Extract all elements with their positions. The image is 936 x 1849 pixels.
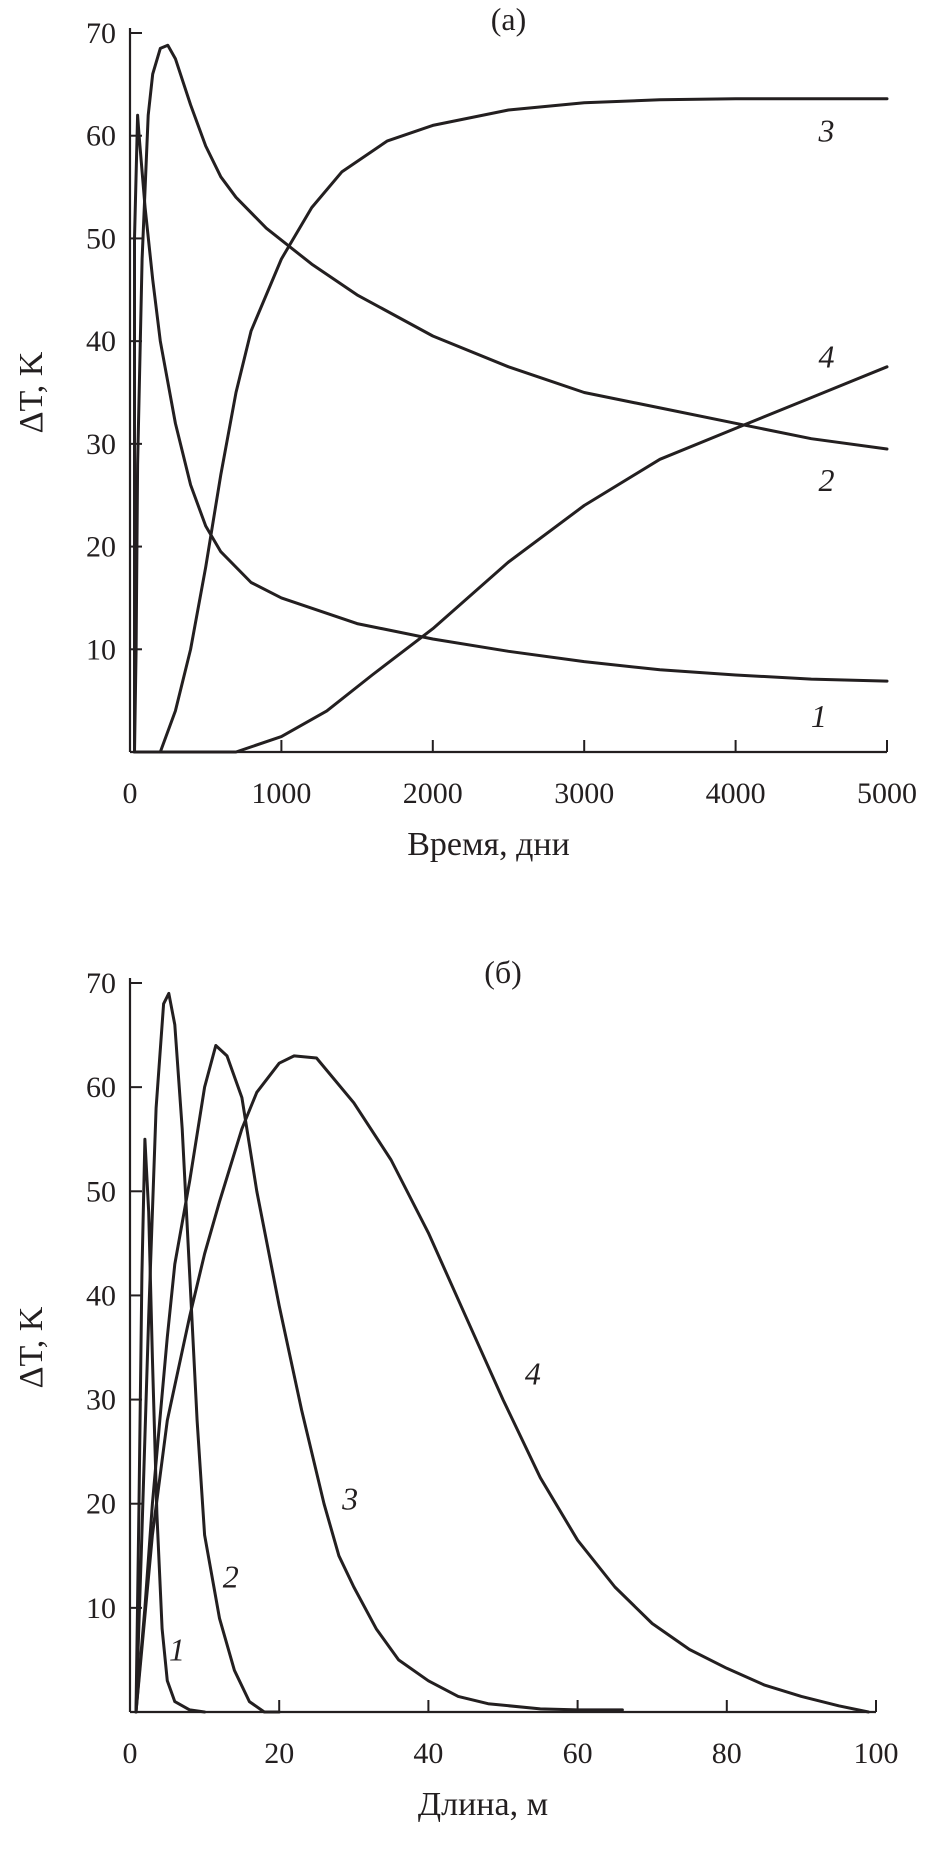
y-tick-label: 70	[86, 967, 116, 1000]
x-tick-label: 20	[264, 1737, 294, 1770]
series-label-2: 2	[223, 1559, 239, 1595]
chart-panel-a: 0 1000 2000 3000 4000 5000 10 20 30 40 50 60 70 (а) Вр…	[13, 1, 917, 863]
y-tick-label: 20	[86, 531, 116, 564]
series-line-1	[134, 1137, 207, 1714]
series-line-2	[133, 43, 889, 754]
y-tick-label: 50	[86, 222, 116, 255]
series-label-3: 3	[341, 1481, 358, 1517]
x-axis-label: Длина, м	[418, 1786, 548, 1823]
y-tick-label: 10	[86, 1592, 116, 1625]
x-tick-label: 3000	[554, 777, 614, 810]
series-line-3	[133, 97, 889, 754]
y-tick-label: 30	[86, 428, 116, 461]
y-tick-label: 60	[86, 1071, 116, 1104]
series-line-1	[133, 113, 889, 754]
x-tick-label: 2000	[403, 777, 463, 810]
x-tick-label: 100	[854, 1737, 899, 1770]
series-label-4: 4	[525, 1356, 541, 1392]
y-tick-label: 40	[86, 1279, 116, 1312]
y-tick-label: 50	[86, 1175, 116, 1208]
y-tick-label: 10	[86, 633, 116, 666]
series-line-2	[134, 991, 281, 1714]
series-label-3: 3	[817, 113, 834, 149]
x-tick-label: 1000	[251, 777, 311, 810]
series-label-4: 4	[818, 339, 834, 375]
x-tick-label: 0	[123, 777, 138, 810]
series-line-4	[134, 1054, 870, 1714]
series-line-4	[133, 365, 889, 754]
y-tick-label: 30	[86, 1384, 116, 1417]
y-axis-label: ΔT, K	[13, 1306, 50, 1388]
y-axis-label: ΔT, K	[13, 351, 50, 433]
chart-panel-b: 0 20 40 60 80 100 10 20 30 40 50 60 70 (б) Длина, м ΔT,…	[13, 954, 899, 1823]
x-tick-label: 80	[712, 1737, 742, 1770]
x-tick-label: 4000	[706, 777, 766, 810]
y-tick-label: 60	[86, 120, 116, 153]
x-tick-label: 40	[413, 1737, 443, 1770]
series-label-1: 1	[169, 1632, 185, 1668]
panel-title: (б)	[484, 954, 522, 990]
y-tick-label: 40	[86, 325, 116, 358]
series-label-2: 2	[818, 462, 834, 498]
series-label-1: 1	[811, 698, 827, 734]
y-tick-label: 70	[86, 17, 116, 50]
x-axis-label: Время, дни	[407, 826, 570, 863]
x-tick-label: 0	[123, 1737, 138, 1770]
y-tick-label: 20	[86, 1488, 116, 1521]
x-tick-label: 5000	[857, 777, 917, 810]
series-line-3	[134, 1044, 624, 1714]
x-tick-label: 60	[563, 1737, 593, 1770]
panel-title: (а)	[491, 1, 527, 37]
